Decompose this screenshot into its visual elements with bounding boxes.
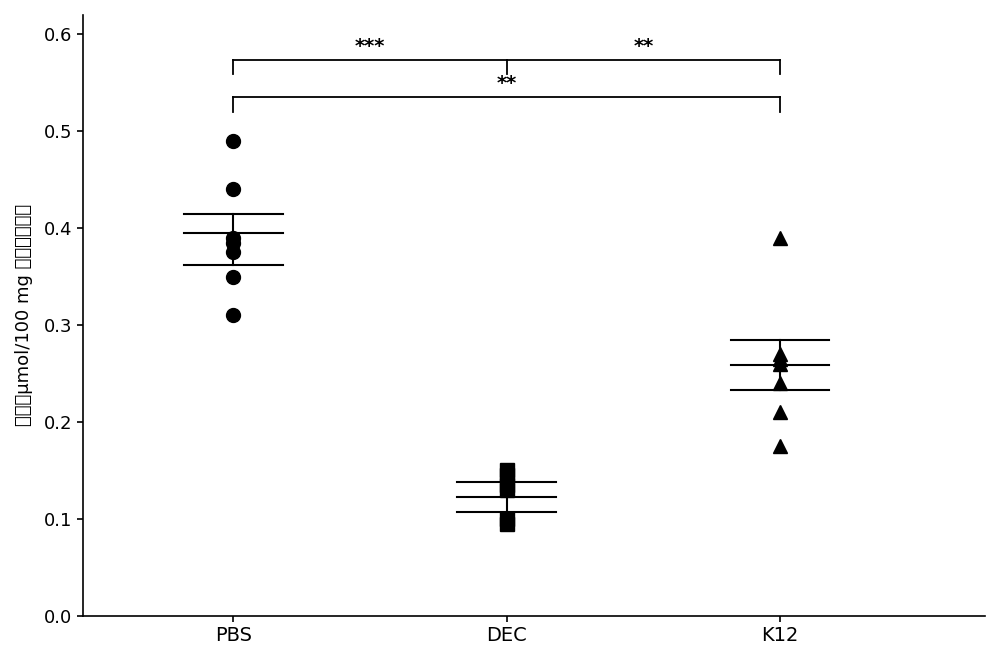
Text: **: ** — [633, 37, 653, 55]
Text: **: ** — [497, 75, 517, 94]
Y-axis label: 丁酸（μmol/100 mg 结肠内容物）: 丁酸（μmol/100 mg 结肠内容物） — [15, 204, 33, 426]
Text: ***: *** — [355, 37, 385, 55]
